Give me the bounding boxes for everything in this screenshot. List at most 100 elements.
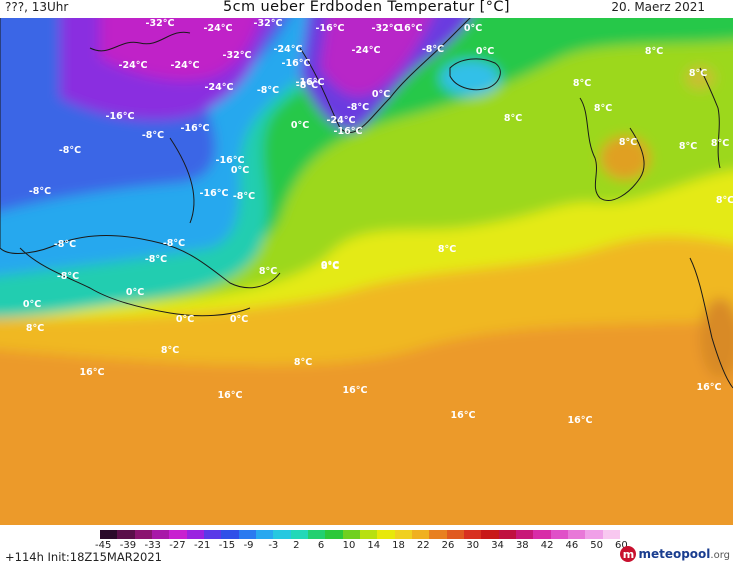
color-scale-swatch xyxy=(394,530,412,539)
color-scale-swatch xyxy=(342,530,360,539)
color-scale-swatch xyxy=(567,530,586,539)
temperature-label: 8°C xyxy=(594,103,612,114)
color-scale-tick: 50 xyxy=(590,540,603,551)
color-scale-tick: 2 xyxy=(293,540,300,551)
color-scale-swatch xyxy=(377,530,395,539)
color-scale-swatch xyxy=(498,530,516,539)
temperature-label: -32°C xyxy=(146,18,175,29)
color-scale-swatch xyxy=(290,530,308,539)
temperature-label: 8°C xyxy=(26,323,44,334)
color-scale-swatch xyxy=(151,530,170,539)
map-canvas: -32°C -32°C -24°C -16°C -32°C -16°C 0°C -24°C -2… xyxy=(0,18,733,525)
color-scale-swatch xyxy=(429,530,447,539)
color-scale-tick: -27 xyxy=(169,540,186,551)
temperature-label: -8°C xyxy=(233,191,255,202)
color-scale-swatch xyxy=(169,530,187,539)
color-scale-tick: 42 xyxy=(540,540,554,551)
map-footer: -45 -39 -33 -27 -21 -15 -9 -3 2 6 10 14 18 22 26 30 34 38… xyxy=(0,525,733,566)
temperature-label: -16°C xyxy=(216,155,245,166)
temperature-label: -16°C xyxy=(316,23,345,34)
temperature-label: -32°C xyxy=(254,18,283,29)
temperature-label: -24°C xyxy=(119,60,148,71)
temperature-label: -16°C xyxy=(282,58,311,69)
temperature-label: 8°C xyxy=(711,138,729,149)
color-scale-swatch xyxy=(515,530,534,539)
temperature-label: 16°C xyxy=(80,367,105,378)
temperature-label: -24°C xyxy=(171,60,200,71)
color-scale-tick: -3 xyxy=(268,540,279,551)
temperature-label: -8°C xyxy=(296,80,318,91)
temperature-label: 0°C xyxy=(176,314,194,325)
forecast-hour-label: ???, 13Uhr xyxy=(5,0,69,14)
temperature-label: -32°C xyxy=(372,23,401,34)
temperature-label: 16°C xyxy=(568,415,593,426)
logo-text: meteopool.org xyxy=(638,547,730,561)
color-scale-swatch xyxy=(273,530,291,539)
temperature-label: 8°C xyxy=(259,266,277,277)
temperature-label: 8°C xyxy=(679,141,697,152)
color-scale-bar xyxy=(100,530,620,539)
temperature-field xyxy=(0,18,733,525)
temperature-label: 8°C xyxy=(294,357,312,368)
color-scale-swatch xyxy=(134,530,152,539)
color-scale-swatch xyxy=(585,530,603,539)
color-scale-swatch xyxy=(221,530,239,539)
color-scale-tick: 46 xyxy=(565,540,579,551)
temperature-label: 0°C xyxy=(464,23,482,34)
color-scale-swatch xyxy=(533,530,551,539)
temperature-label: -32°C xyxy=(223,50,252,61)
temperature-label: -8°C xyxy=(142,130,164,141)
color-scale-swatch xyxy=(307,530,326,539)
color-scale-swatch xyxy=(446,530,464,539)
temperature-label: -16°C xyxy=(106,111,135,122)
temperature-label: -16°C xyxy=(296,77,325,88)
color-scale-tick: 26 xyxy=(441,540,455,551)
temperature-label: 8°C xyxy=(161,345,179,356)
model-run-info: +114h Init:18Z15MAR2021 xyxy=(5,550,162,564)
temperature-label: 16°C xyxy=(343,385,368,396)
temperature-label: 0°C xyxy=(23,299,41,310)
meteopool-logo[interactable]: m meteopool.org xyxy=(620,545,730,563)
color-scale-tick: 10 xyxy=(342,540,356,551)
color-scale-tick: -21 xyxy=(194,540,211,551)
color-scale-swatch xyxy=(550,530,568,539)
temperature-label: 8°C xyxy=(716,195,733,206)
color-scale-swatch xyxy=(186,530,204,539)
color-scale-swatch xyxy=(463,530,482,539)
temperature-label: -24°C xyxy=(274,44,303,55)
temperature-label: -24°C xyxy=(204,23,233,34)
temperature-label: -24°C xyxy=(205,82,234,93)
temperature-label: -8°C xyxy=(57,271,79,282)
temperature-label: -24°C xyxy=(352,45,381,56)
color-scale-tick: -39 xyxy=(119,540,137,551)
temperature-label: -24°C xyxy=(327,115,356,126)
temperature-label: 0°C xyxy=(321,260,339,271)
color-scale-tick: -45 xyxy=(95,540,112,551)
temperature-label: 16°C xyxy=(218,390,243,401)
color-scale-swatch xyxy=(602,530,620,539)
temperature-label: 8°C xyxy=(321,261,339,272)
color-scale-swatch xyxy=(359,530,378,539)
map-title: 5cm ueber Erdboden Temperatur [°C] xyxy=(223,0,510,15)
color-scale-tick: 14 xyxy=(367,540,381,551)
color-scale-swatch xyxy=(325,530,343,539)
temperature-label: -16°C xyxy=(200,188,229,199)
color-scale-tick: 18 xyxy=(392,540,405,551)
color-scale-swatch xyxy=(481,530,499,539)
color-scale-swatch xyxy=(117,530,135,539)
temperature-label: 16°C xyxy=(697,382,722,393)
temperature-label: -8°C xyxy=(163,238,185,249)
temperature-map: -32°C -32°C -24°C -16°C -32°C -16°C 0°C -24°C -2… xyxy=(0,18,733,525)
color-scale-swatch xyxy=(255,530,274,539)
temperature-label: 8°C xyxy=(689,68,707,79)
temperature-label: 0°C xyxy=(230,314,248,325)
temperature-label: -8°C xyxy=(54,239,76,250)
temperature-label: -8°C xyxy=(29,186,51,197)
color-scale-tick: -33 xyxy=(144,540,161,551)
color-scale-tick: -9 xyxy=(243,540,254,551)
temperature-label: 8°C xyxy=(504,113,522,124)
color-scale-swatch xyxy=(203,530,222,539)
coastlines xyxy=(0,18,733,389)
color-scale-tick: 34 xyxy=(491,540,504,551)
color-scale-tick: 6 xyxy=(317,540,325,551)
